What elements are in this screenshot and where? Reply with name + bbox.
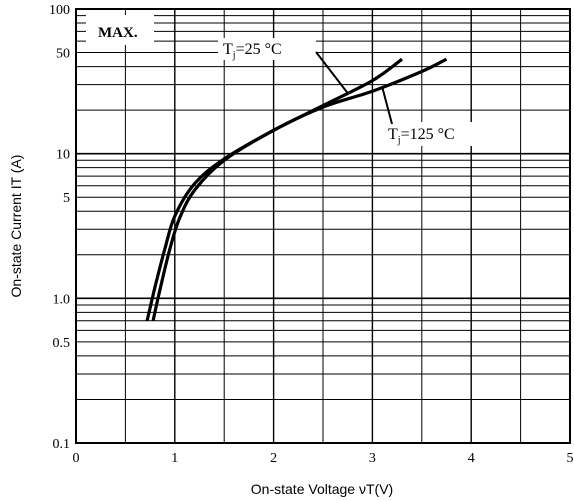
- chart-title: MAX.: [98, 25, 138, 41]
- annotation-125c-sub: j: [397, 135, 401, 146]
- title-box: [86, 15, 154, 45]
- annotation-125c: Tj=125 °C: [383, 122, 487, 146]
- x-tick-label: 5: [567, 451, 574, 466]
- y-tick-label: 5: [63, 191, 70, 206]
- x-tick-label: 3: [369, 451, 376, 466]
- leader-line-1: [381, 87, 393, 125]
- x-tick-label: 0: [73, 451, 80, 466]
- annotation-125c-rest: =125 °C: [401, 126, 455, 143]
- annotation-25c-t: T: [223, 41, 233, 58]
- annotation-leaders: [315, 51, 393, 125]
- svg-text:Tj=125 °C: Tj=125 °C: [388, 126, 455, 146]
- y-tick-label: 0.5: [53, 336, 71, 351]
- plot-frame: [75, 8, 571, 444]
- curves: [145, 57, 448, 322]
- y-tick-label: 50: [56, 47, 70, 62]
- y-tick-label: 100: [49, 3, 70, 18]
- annotation-25c-rest: =25 °C: [236, 41, 282, 58]
- y-tick-label: 10: [56, 148, 70, 163]
- x-tick-label: 4: [468, 451, 475, 466]
- x-axis-label: On-state Voltage νT(V): [251, 481, 393, 497]
- annotation-25c: Tj=25 °C: [218, 38, 316, 61]
- y-axis-label: On-state Current IT (A): [8, 155, 24, 298]
- leader-line-0: [315, 51, 349, 94]
- y-tick-label: 1.0: [53, 292, 71, 307]
- svg-text:Tj=25 °C: Tj=25 °C: [223, 41, 282, 61]
- y-tick-label: 0.1: [53, 437, 71, 452]
- x-tick-label: 1: [171, 451, 178, 466]
- tick-labels: 0 1 2 3 4 5 0.1 0.5 1.0 5 10 50 100: [49, 3, 574, 466]
- series-line-0: [145, 57, 403, 322]
- grid: [76, 9, 570, 443]
- plot-border: [75, 8, 571, 444]
- series-line-1: [151, 57, 448, 322]
- x-tick-label: 2: [270, 451, 277, 466]
- annotation-125c-t: T: [388, 126, 398, 143]
- annotation-25c-sub: j: [232, 50, 236, 61]
